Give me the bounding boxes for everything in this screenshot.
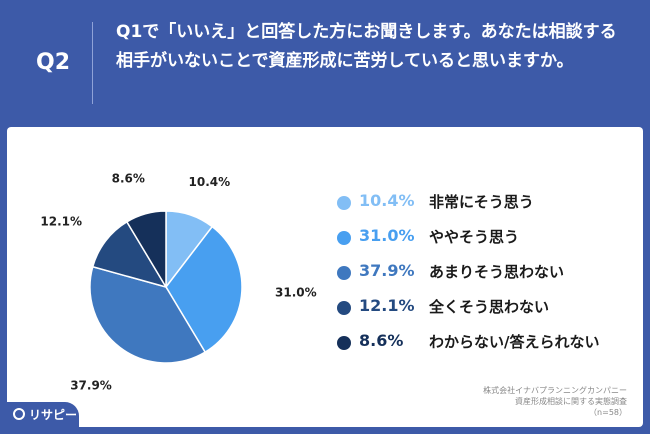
legend-swatch — [337, 336, 351, 350]
brand-logo: リサピー — [7, 402, 79, 427]
chart-card: 10.4% 31.0% 37.9% 12.1% 8.6% 10.4% 非常にそう思う 31.… — [7, 127, 643, 427]
pie-slice-2 — [165, 225, 243, 354]
legend-percent: 12.1% — [359, 296, 415, 315]
slice-value-label: 37.9% — [70, 378, 112, 392]
pie-chart: 10.4% 31.0% 37.9% 12.1% 8.6% — [40, 171, 317, 392]
source-company: 株式会社イナバプランニングカンパニー — [483, 386, 627, 395]
logo-circle-icon — [13, 408, 25, 420]
question-number: Q2 — [36, 50, 71, 75]
legend-item: 31.0% ややそう思う — [337, 224, 637, 259]
pie-slice-3 — [89, 265, 207, 364]
legend-percent: 8.6% — [359, 331, 404, 350]
legend-swatch — [337, 231, 351, 245]
legend-swatch — [337, 196, 351, 210]
header-divider — [92, 22, 93, 104]
slice-value-label: 12.1% — [40, 215, 82, 229]
legend-swatch — [337, 301, 351, 315]
legend-swatch — [337, 266, 351, 280]
legend-item: 37.9% あまりそう思わない — [337, 259, 637, 294]
question-header: Q2 Q1で「いいえ」と回答した方にお聞きします。あなたは相談する相手がいないこ… — [0, 0, 650, 125]
legend-label: 非常にそう思う — [429, 193, 534, 211]
legend-item: 10.4% 非常にそう思う — [337, 189, 637, 224]
legend-label: わからない/答えられない — [429, 333, 600, 351]
source-note: 株式会社イナバプランニングカンパニー 資産形成相談に関する実態調査 （n=58） — [483, 385, 627, 418]
pie-slice-5 — [125, 210, 167, 290]
question-text: Q1で「いいえ」と回答した方にお聞きします。あなたは相談する相手がいないことで資… — [116, 22, 617, 71]
legend-percent: 10.4% — [359, 191, 415, 210]
source-sample: （n=58） — [589, 408, 627, 417]
source-survey: 資産形成相談に関する実態調査 — [515, 397, 627, 406]
brand-name: リサピー — [29, 408, 78, 422]
legend-label: ややそう思う — [429, 228, 520, 246]
slice-value-label: 8.6% — [112, 171, 145, 185]
legend-percent: 37.9% — [359, 261, 415, 280]
legend-label: あまりそう思わない — [429, 263, 565, 281]
slice-value-label: 10.4% — [189, 175, 231, 189]
legend-percent: 31.0% — [359, 226, 415, 245]
legend-item: 8.6% わからない/答えられない — [337, 329, 637, 364]
legend-item: 12.1% 全くそう思わない — [337, 294, 637, 329]
slice-value-label: 31.0% — [275, 285, 317, 299]
chart-legend: 10.4% 非常にそう思う 31.0% ややそう思う 37.9% あまりそう思わない 12.… — [337, 189, 637, 364]
legend-label: 全くそう思わない — [429, 298, 550, 316]
